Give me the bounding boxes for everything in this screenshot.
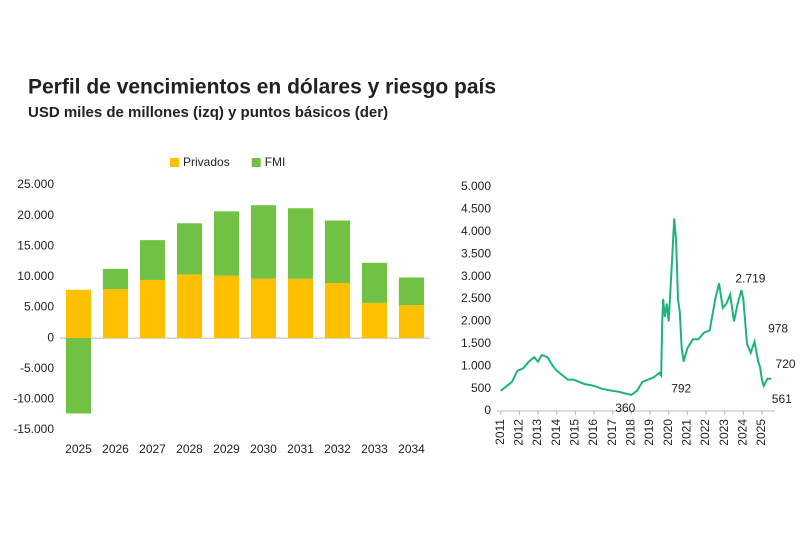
y-tick-label: 500 [471, 381, 491, 395]
x-tick-label: 2026 [102, 442, 129, 456]
y-tick-label: 3.000 [461, 269, 491, 283]
bar [250, 205, 277, 279]
x-tick-label: 2029 [213, 442, 240, 456]
x-tick-label: 2033 [361, 442, 388, 456]
legend-label: Privados [183, 155, 230, 169]
bar [102, 268, 129, 290]
x-tick-label: 2019 [642, 419, 656, 446]
x-tick-label: 2018 [624, 419, 638, 446]
x-tick-label: 2027 [139, 442, 166, 456]
bar [65, 338, 92, 414]
annotation: 2.719 [735, 271, 765, 285]
bar [324, 220, 351, 283]
annotation: 978 [768, 321, 788, 335]
x-tick-label: 2012 [512, 419, 526, 446]
bar [213, 211, 240, 276]
y-tick-label: -15.000 [13, 422, 54, 436]
title: Perfil de vencimientos en dólares y ries… [28, 76, 496, 99]
x-tick-label: 2025 [754, 419, 768, 446]
bar [65, 289, 92, 339]
x-tick-label: 2016 [586, 419, 600, 446]
x-tick-label: 2034 [398, 442, 425, 456]
x-tick-label: 2025 [65, 442, 92, 456]
y-tick-label: 2.500 [461, 291, 491, 305]
x-tick-label: 2031 [287, 442, 314, 456]
x-tick-label: 2022 [698, 419, 712, 446]
y-tick-label: 0 [47, 330, 54, 344]
bar [324, 283, 351, 339]
annotation: 792 [671, 382, 691, 396]
x-tick-label: 2023 [717, 419, 731, 446]
y-tick-label: 3.500 [461, 246, 491, 260]
x-tick-label: 2013 [530, 419, 544, 446]
y-tick-label: 15.000 [17, 238, 54, 252]
bar [250, 278, 277, 339]
y-tick-label: 1.500 [461, 336, 491, 350]
y-tick-label: -5.000 [20, 361, 54, 375]
bar [398, 277, 425, 306]
x-tick-label: 2021 [679, 419, 693, 446]
bar [287, 278, 314, 339]
x-tick-label: 2030 [250, 442, 277, 456]
x-tick-label: 2028 [176, 442, 203, 456]
x-tick-label: 2014 [549, 419, 563, 446]
y-tick-label: 20.000 [17, 208, 54, 222]
annotation: 720 [776, 357, 796, 371]
bar [361, 302, 388, 339]
x-tick-label: 2024 [735, 419, 749, 446]
bar [102, 289, 129, 339]
bar [213, 275, 240, 339]
bar [139, 279, 166, 339]
y-tick-label: 2.000 [461, 314, 491, 328]
y-tick-label: 4.000 [461, 224, 491, 238]
bar [176, 274, 203, 339]
bar [361, 262, 388, 303]
y-tick-label: -10.000 [13, 392, 54, 406]
legend-swatch [251, 158, 261, 167]
x-tick-label: 2032 [324, 442, 351, 456]
line [500, 218, 772, 396]
y-tick-label: 5.000 [461, 179, 491, 193]
annotation: 561 [772, 392, 792, 406]
subtitle: USD miles de millones (izq) y puntos bás… [28, 104, 388, 121]
bar [398, 305, 425, 339]
x-tick-label: 2011 [493, 419, 507, 445]
bar [139, 240, 166, 280]
x-tick-label: 2020 [661, 419, 675, 446]
y-tick-label: 5.000 [24, 300, 54, 314]
x-tick-label: 2015 [568, 419, 582, 446]
bar [176, 223, 203, 275]
y-tick-label: 0 [484, 403, 491, 417]
legend-label: FMI [265, 155, 286, 169]
annotation: 360 [615, 401, 635, 415]
y-tick-label: 1.000 [461, 358, 491, 372]
y-tick-label: 10.000 [17, 269, 54, 283]
legend-swatch [170, 158, 179, 167]
y-tick-label: 4.500 [461, 202, 491, 216]
bar [287, 208, 314, 279]
y-tick-label: 25.000 [17, 177, 54, 191]
x-tick-label: 2017 [605, 419, 619, 446]
